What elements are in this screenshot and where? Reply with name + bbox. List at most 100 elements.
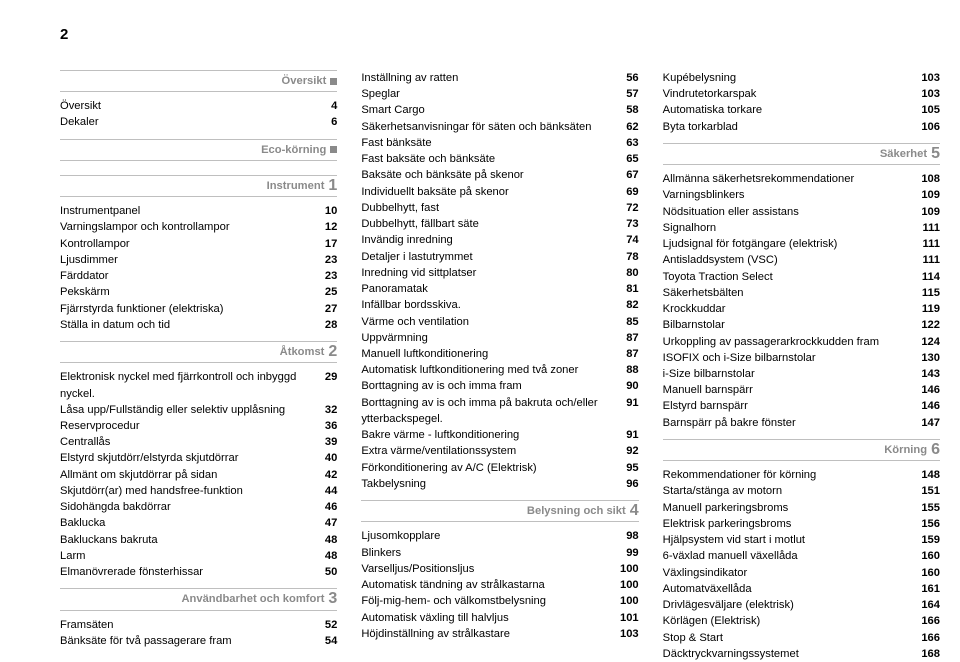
entry-page: 115 — [922, 285, 940, 301]
entry-page: 100 — [620, 577, 639, 593]
entry-page: 42 — [325, 467, 337, 483]
entry-label: Pekskärm — [60, 284, 325, 300]
toc-entry: Framsäten52 — [60, 617, 337, 633]
entry-label: Automatiska torkare — [663, 102, 922, 118]
entry-page: 88 — [626, 362, 638, 378]
toc-entry: Bilbarnstolar122 — [663, 317, 940, 333]
entry-page: 69 — [626, 184, 638, 200]
toc-entry: i-Size bilbarnstolar143 — [663, 366, 940, 382]
toc-entry: Inställning av ratten56 — [361, 70, 638, 86]
toc-entry: Automatväxellåda161 — [663, 581, 940, 597]
entry-label: ISOFIX och i-Size bilbarnstolar — [663, 350, 922, 366]
column-1: ÖversiktÖversikt4Dekaler6Eco-körningInst… — [60, 70, 337, 662]
entry-label: Borttagning av is och imma på bakruta oc… — [361, 395, 626, 427]
toc-entry: Fast bänksäte63 — [361, 135, 638, 151]
entry-label: Byta torkarblad — [663, 119, 922, 135]
toc-entry: Varningsblinkers109 — [663, 187, 940, 203]
toc-entry: Automatiska torkare105 — [663, 102, 940, 118]
toc-entry: Dekaler6 — [60, 114, 337, 130]
entry-page: 46 — [325, 499, 337, 515]
entry-page: 124 — [921, 334, 940, 350]
entry-page: 109 — [921, 204, 940, 220]
entry-label: Elektrisk parkeringsbroms — [663, 516, 922, 532]
entry-label: Antisladdsystem (VSC) — [663, 252, 923, 268]
entry-page: 155 — [921, 500, 940, 516]
entry-page: 160 — [921, 565, 940, 581]
entry-page: 100 — [620, 561, 639, 577]
entry-page: 87 — [626, 330, 638, 346]
entry-page: 148 — [921, 467, 940, 483]
section-number: 6 — [931, 442, 940, 458]
column-2: Inställning av ratten56Speglar57Smart Ca… — [361, 70, 638, 662]
toc-entry: Ställa in datum och tid28 — [60, 317, 337, 333]
entry-page: 85 — [626, 314, 638, 330]
entry-page: 54 — [325, 633, 337, 649]
entry-label: Fjärrstyrda funktioner (elektriska) — [60, 301, 325, 317]
entry-page: 119 — [922, 301, 940, 317]
entry-label: Nödsituation eller assistans — [663, 204, 922, 220]
entry-page: 81 — [626, 281, 638, 297]
toc-entry: Elstyrd skjutdörr/elstyrda skjutdörrar40 — [60, 450, 337, 466]
entry-page: 74 — [626, 232, 638, 248]
entry-label: Översikt — [60, 98, 331, 114]
entry-page: 47 — [325, 515, 337, 531]
entry-page: 80 — [626, 265, 638, 281]
section-title: Belysning och sikt — [527, 503, 626, 519]
entry-label: Elektronisk nyckel med fjärrkontroll och… — [60, 369, 325, 401]
entry-page: 151 — [921, 483, 940, 499]
toc-entry: Takbelysning96 — [361, 476, 638, 492]
toc-entry: Rekommendationer för körning148 — [663, 467, 940, 483]
toc-entry: Urkoppling av passagerarkrockkudden fram… — [663, 334, 940, 350]
toc-entry: Panoramatak81 — [361, 281, 638, 297]
entry-page: 111 — [923, 220, 940, 236]
toc-entry: Smart Cargo58 — [361, 102, 638, 118]
section-header: Användbarhet och komfort3 — [60, 588, 337, 610]
entry-page: 160 — [921, 548, 940, 564]
toc-entry: Allmänt om skjutdörrar på sidan42 — [60, 467, 337, 483]
toc-entry: Förkonditionering av A/C (Elektrisk)95 — [361, 460, 638, 476]
entry-label: Baklucka — [60, 515, 325, 531]
toc-entry: Skjutdörr(ar) med handsfree-funktion44 — [60, 483, 337, 499]
entry-page: 96 — [626, 476, 638, 492]
toc-entry: Kontrollampor17 — [60, 236, 337, 252]
entry-page: 92 — [626, 443, 638, 459]
entry-label: Värme och ventilation — [361, 314, 626, 330]
entry-page: 156 — [921, 516, 940, 532]
section-header: Körning6 — [663, 439, 940, 461]
toc-entry: Bänksäte för två passagerare fram54 — [60, 633, 337, 649]
entry-page: 105 — [921, 102, 940, 118]
entry-label: Signalhorn — [663, 220, 923, 236]
toc-entry: Säkerhetsbälten115 — [663, 285, 940, 301]
entry-page: 91 — [626, 395, 638, 411]
section-header: Åtkomst2 — [60, 341, 337, 363]
entry-label: Toyota Traction Select — [663, 269, 922, 285]
entry-page: 108 — [921, 171, 940, 187]
toc-entry: Antisladdsystem (VSC)111 — [663, 252, 940, 268]
toc-entry: Extra värme/ventilationssystem92 — [361, 443, 638, 459]
page-number: 2 — [60, 26, 68, 43]
toc-entry: Hjälpsystem vid start i motlut159 — [663, 532, 940, 548]
toc-entry: Larm48 — [60, 548, 337, 564]
entry-label: Bilbarnstolar — [663, 317, 922, 333]
entry-label: Manuell parkeringsbroms — [663, 500, 922, 516]
entry-label: Fast bänksäte — [361, 135, 626, 151]
toc-entry: Automatisk tändning av strålkastarna100 — [361, 577, 638, 593]
entry-label: Vindrutetorkarspak — [663, 86, 922, 102]
entry-page: 28 — [325, 317, 337, 333]
entry-label: Detaljer i lastutrymmet — [361, 249, 626, 265]
section-marker-icon — [330, 78, 337, 85]
entry-page: 23 — [325, 268, 337, 284]
toc-entry: Manuell parkeringsbroms155 — [663, 500, 940, 516]
entry-page: 168 — [921, 646, 940, 662]
toc-entry: Låsa upp/Fullständig eller selektiv uppl… — [60, 402, 337, 418]
entry-page: 10 — [325, 203, 337, 219]
entry-label: Invändig inredning — [361, 232, 626, 248]
entry-label: Sidohängda bakdörrar — [60, 499, 325, 515]
column-3: Kupébelysning103Vindrutetorkarspak103Aut… — [663, 70, 940, 662]
toc-entry: Ljusdimmer23 — [60, 252, 337, 268]
entry-label: Framsäten — [60, 617, 325, 633]
toc-entry: Pekskärm25 — [60, 284, 337, 300]
entry-page: 106 — [921, 119, 940, 135]
entry-page: 109 — [921, 187, 940, 203]
toc-entry: Elmanövrerade fönsterhissar50 — [60, 564, 337, 580]
